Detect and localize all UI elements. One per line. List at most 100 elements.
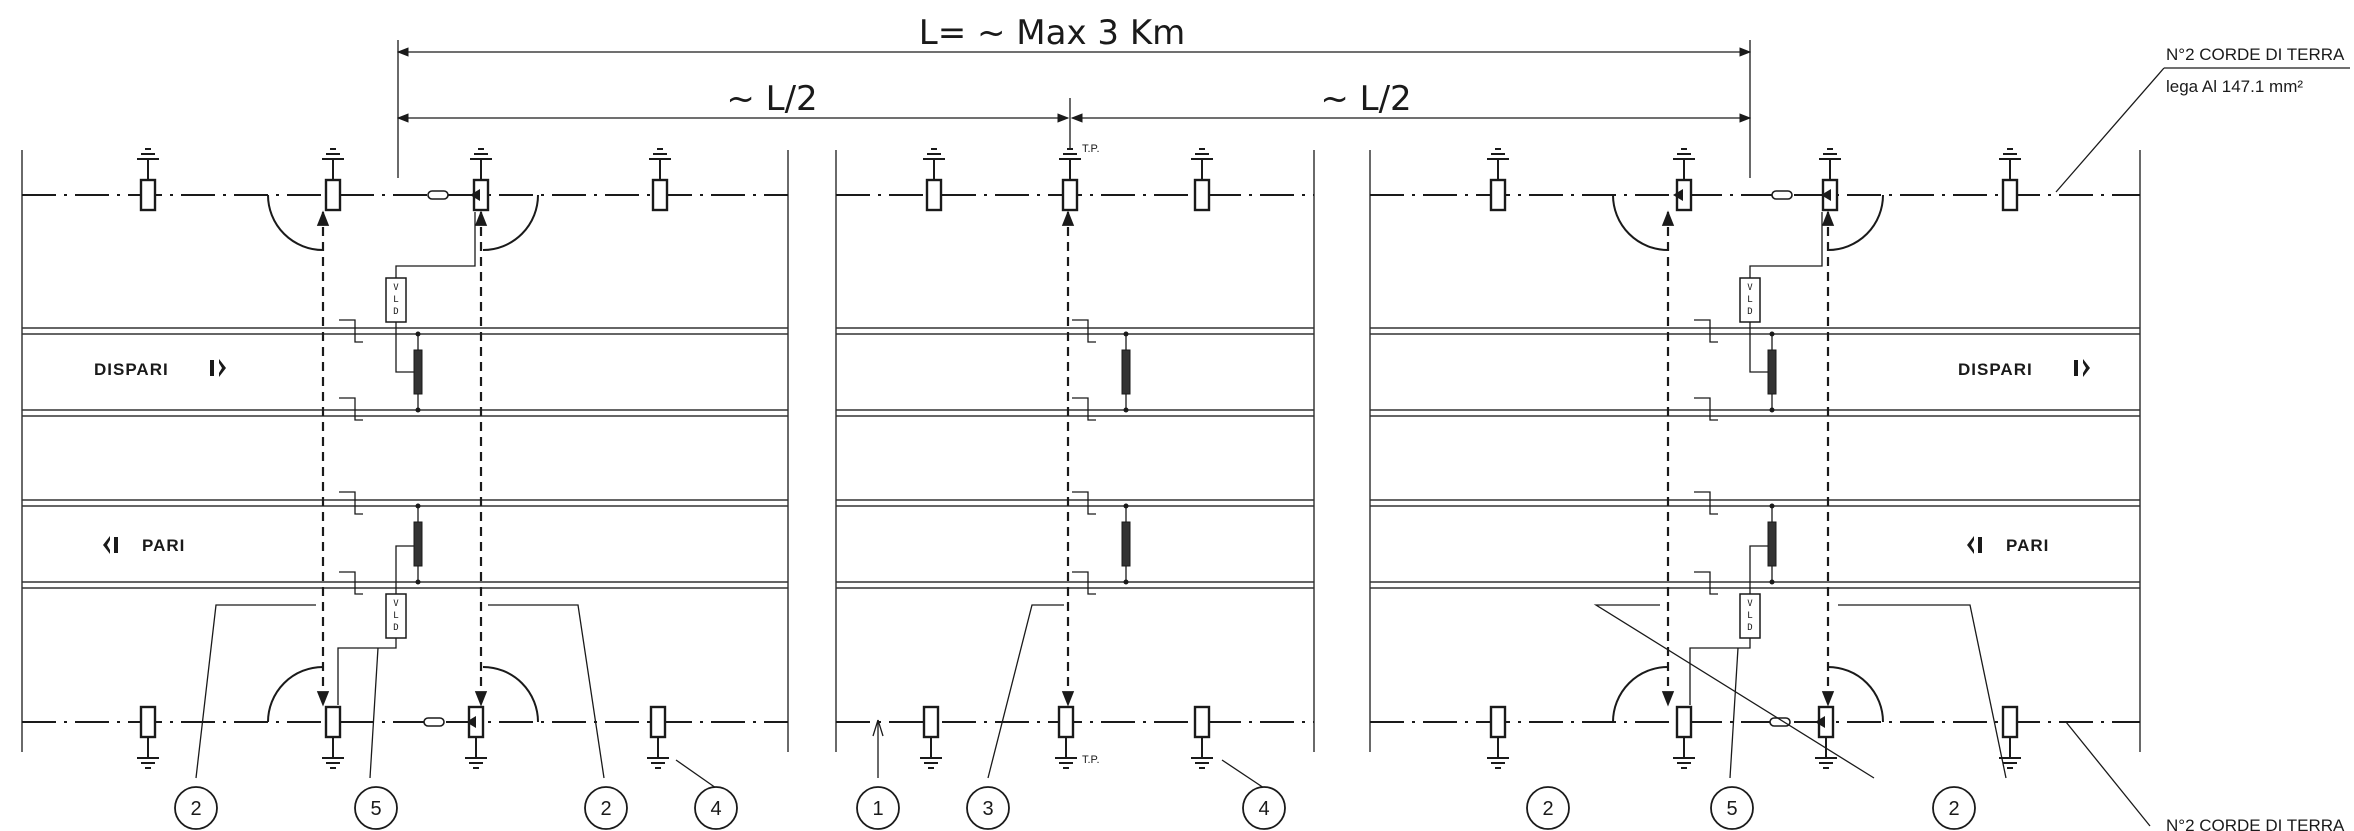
arrow-head (470, 189, 480, 201)
insulated-joint-icon (1072, 491, 1096, 515)
vld-wire (395, 545, 418, 594)
spark-gap-icon (1771, 190, 1793, 200)
callout-number: 4 (1258, 798, 1269, 820)
dimension-title: L= ~ Max 3 Km (919, 13, 1186, 53)
vld-label: L (1747, 611, 1752, 621)
ground-wires-top-line1: N°2 CORDE DI TERRA (2166, 45, 2345, 64)
track-label-pari-left: PARI (142, 536, 185, 555)
insulated-joint-icon (339, 571, 363, 595)
callout-number: 3 (982, 798, 993, 820)
track-label-dispari-right: DISPARI (1958, 360, 2033, 379)
callout-number: 5 (370, 798, 381, 820)
pole-insulator-icon (651, 178, 669, 212)
callout-circle (966, 786, 1010, 830)
callout-number: 2 (1948, 798, 1959, 820)
test-point-label-top: T.P. (1082, 143, 1100, 155)
pole-insulator-icon (324, 178, 342, 212)
half-label-left: ~ L/2 (726, 79, 817, 119)
vld-label: D (393, 307, 398, 317)
impedance-bond-icon (413, 521, 423, 567)
bond-arc (267, 666, 324, 723)
vld-label: D (393, 623, 398, 633)
callout-markers: 2 5 2 4 1 3 4 2 5 2 (174, 786, 1976, 830)
pole-insulator-icon (324, 705, 342, 739)
callout-circle (1526, 786, 1570, 830)
insulated-joint-icon (339, 397, 363, 421)
insulated-joint-icon (1694, 319, 1718, 343)
arrow-head (1821, 189, 1831, 201)
vld-wire (395, 322, 418, 373)
spark-gap-icon (427, 190, 449, 200)
insulated-joint-icon (1694, 571, 1718, 595)
insulated-joint-icon (1072, 319, 1096, 343)
pole-insulator-icon (139, 178, 157, 212)
callout-circle (1932, 786, 1976, 830)
pole-insulator-icon (1489, 705, 1507, 739)
vld-label: L (393, 611, 398, 621)
impedance-bond-icon (413, 349, 423, 395)
pole-insulator-icon (2001, 178, 2019, 212)
callout-leader (488, 604, 605, 779)
bond-arc (1612, 666, 1669, 723)
callout-leader (369, 647, 379, 779)
vld-label: V (393, 599, 399, 609)
callout-leader (1221, 759, 1265, 789)
bond-arc (1827, 194, 1884, 251)
insulated-joint-icon (339, 491, 363, 515)
vld-wire (395, 212, 476, 278)
vld-label: V (393, 283, 399, 293)
callout-number: 1 (872, 798, 883, 820)
insulated-joint-icon (1694, 397, 1718, 421)
bond-arc (267, 194, 324, 251)
pole-insulator-icon (649, 705, 667, 739)
impedance-bond-icon (1121, 521, 1131, 567)
arrow-head (466, 716, 476, 728)
callout-circle (694, 786, 738, 830)
test-point-label-bottom: T.P. (1082, 754, 1100, 766)
arrow-head (1815, 716, 1825, 728)
spark-gap-icon (1769, 717, 1791, 727)
pole-insulator-icon (1061, 178, 1079, 212)
pole-insulator-icon (1193, 178, 1211, 212)
track-label-dispari-left: DISPARI (94, 360, 169, 379)
bond-arc (1612, 194, 1669, 251)
callout-circle (354, 786, 398, 830)
ground-wires-bottom-line1: N°2 CORDE DI TERRA (2166, 816, 2345, 831)
vld-wire (1689, 638, 1751, 705)
ground-wires-top-line2: lega Al 147.1 mm² (2166, 77, 2303, 96)
spark-gap-icon (423, 717, 445, 727)
vld-label: V (1747, 599, 1753, 609)
pole-insulator-icon (925, 178, 943, 212)
vld-wire (1749, 322, 1772, 373)
vld-wire (337, 638, 397, 705)
pole-insulator-icon (2001, 705, 2019, 739)
vld-label: D (1747, 307, 1752, 317)
arrow-head (1673, 189, 1683, 201)
vld-label: L (393, 295, 398, 305)
callout-leader (195, 604, 316, 779)
pole-insulator-icon (1489, 178, 1507, 212)
vld-label: L (1747, 295, 1752, 305)
callout-leader (987, 604, 1064, 779)
impedance-bond-icon (1767, 349, 1777, 395)
insulated-joint-icon (1072, 571, 1096, 595)
dimension-lines (396, 40, 1752, 178)
track-label-pari-right: PARI (2006, 536, 2049, 555)
callout-circle (174, 786, 218, 830)
bond-arc (482, 666, 539, 723)
pole-insulator-icon (1675, 705, 1693, 739)
callout-circle (584, 786, 628, 830)
pole-insulator-icon (1057, 705, 1075, 739)
callout-number: 2 (190, 798, 201, 820)
callout-leader (675, 759, 717, 789)
bond-arc (1827, 666, 1884, 723)
vld-wire (1749, 212, 1823, 278)
pole-insulator-icon (922, 705, 940, 739)
callout-circle (1242, 786, 1286, 830)
pole-insulator-icon (139, 705, 157, 739)
insulated-joint-icon (1694, 491, 1718, 515)
bond-arc (482, 194, 539, 251)
callout-circle (1710, 786, 1754, 830)
